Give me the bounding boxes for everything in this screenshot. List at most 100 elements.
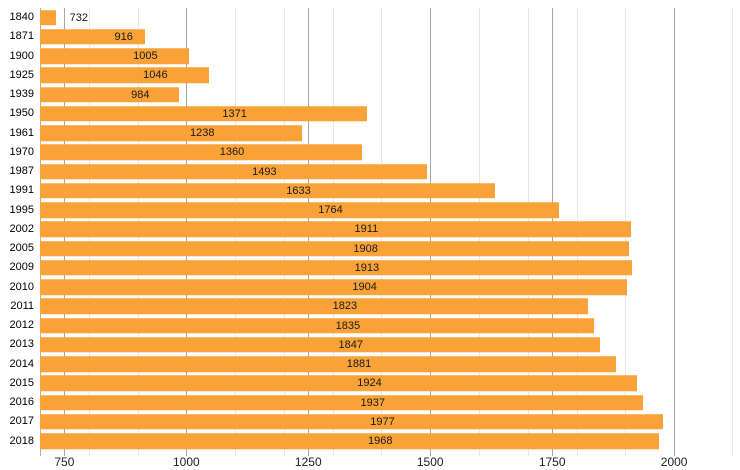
value-label: 984 xyxy=(131,88,150,101)
year-label: 1925 xyxy=(9,68,34,81)
bar-row: 2005 1908 xyxy=(0,239,740,258)
bar xyxy=(40,48,189,64)
bar xyxy=(40,106,368,122)
x-axis-tick-label: 1250 xyxy=(294,455,322,469)
bar-row: 2017 1977 xyxy=(0,412,740,431)
bar-track: 1908 xyxy=(40,239,740,258)
bar-track: 1005 xyxy=(40,47,740,66)
value-label: 732 xyxy=(69,11,88,24)
value-label: 1977 xyxy=(370,415,395,428)
year-label: 1995 xyxy=(9,203,34,216)
bar-row: 1840 732 xyxy=(0,8,740,27)
year-label: 2013 xyxy=(9,338,34,351)
bar xyxy=(40,414,663,430)
bar xyxy=(40,433,659,449)
bar xyxy=(40,29,146,45)
bar xyxy=(40,279,628,295)
bar xyxy=(40,260,632,276)
bar-row: 1987 1493 xyxy=(0,162,740,181)
year-label: 2015 xyxy=(9,376,34,389)
bar-row: 1939 984 xyxy=(0,85,740,104)
bar-row: 2014 1881 xyxy=(0,355,740,374)
bar-row: 2011 1823 xyxy=(0,297,740,316)
year-label: 1991 xyxy=(9,184,34,197)
year-label: 2005 xyxy=(9,242,34,254)
bar-track: 1238 xyxy=(40,124,740,143)
bar xyxy=(40,317,594,334)
bar-track: 1360 xyxy=(40,143,740,162)
value-label: 1913 xyxy=(354,261,380,274)
value-label: 1360 xyxy=(219,146,245,159)
value-label: 1924 xyxy=(357,377,382,390)
year-label: 1961 xyxy=(9,126,34,139)
bar-row: 1900 1005 xyxy=(0,47,740,66)
bar-row: 1991 1633 xyxy=(0,181,740,200)
year-label: 2018 xyxy=(9,434,34,447)
bar-rows: 1840 732 1871 916 1900 1005 1925 1046 1939 984 195… xyxy=(0,8,740,451)
x-axis-tick-label: 2000 xyxy=(660,455,688,469)
value-label: 1847 xyxy=(338,338,363,351)
bar-row: 1970 1360 xyxy=(0,143,740,162)
bar xyxy=(40,125,303,141)
bar-track: 1937 xyxy=(40,393,740,412)
value-label: 916 xyxy=(114,30,133,43)
year-label: 2016 xyxy=(9,396,34,408)
bar-track: 1847 xyxy=(40,335,740,354)
year-label: 1900 xyxy=(9,49,34,62)
value-label: 1968 xyxy=(368,435,393,448)
value-label: 1911 xyxy=(354,223,379,236)
bar xyxy=(40,337,600,353)
value-label: 1937 xyxy=(360,396,385,409)
bar-track: 1835 xyxy=(40,316,740,335)
bar-row: 1950 1371 xyxy=(0,104,740,123)
bar xyxy=(40,9,56,26)
bar xyxy=(40,240,630,257)
value-label: 1238 xyxy=(189,127,215,140)
year-label: 1970 xyxy=(9,145,34,158)
plot-right-border xyxy=(732,8,733,456)
bar xyxy=(40,183,496,199)
bar-track: 1924 xyxy=(40,374,740,393)
bar xyxy=(40,202,560,218)
bar-row: 2009 1913 xyxy=(0,258,740,277)
year-label: 2009 xyxy=(9,261,34,274)
bar-row: 2002 1911 xyxy=(0,220,740,239)
x-axis-tick-label: 750 xyxy=(54,455,75,469)
year-label: 2014 xyxy=(9,357,34,370)
value-label: 1005 xyxy=(133,50,158,63)
bar xyxy=(40,394,644,411)
bar-row: 1961 1238 xyxy=(0,124,740,143)
year-label: 1840 xyxy=(9,11,34,23)
value-label: 1493 xyxy=(252,165,277,178)
x-axis-tick-label: 1500 xyxy=(416,455,444,469)
bar-track: 1371 xyxy=(40,104,740,123)
bar-track: 1904 xyxy=(40,278,740,297)
bar-row: 2012 1835 xyxy=(0,316,740,335)
value-label: 1633 xyxy=(286,184,311,197)
bar-row: 1925 1046 xyxy=(0,66,740,85)
bar-row: 2013 1847 xyxy=(0,335,740,354)
bar xyxy=(40,356,617,372)
x-axis-tick-label: 1000 xyxy=(172,455,200,469)
bar-row: 1995 1764 xyxy=(0,201,740,220)
bar-track: 916 xyxy=(40,27,740,46)
bar-track: 1046 xyxy=(40,66,740,85)
year-label: 2017 xyxy=(9,415,34,428)
value-label: 1908 xyxy=(353,242,378,255)
year-label: 1871 xyxy=(9,30,34,43)
bar-track: 984 xyxy=(40,85,740,104)
value-label: 1371 xyxy=(222,107,247,120)
value-label: 1881 xyxy=(346,358,372,371)
bar xyxy=(40,221,631,238)
bar xyxy=(40,86,179,103)
year-label: 1939 xyxy=(9,88,34,100)
bar xyxy=(40,163,427,180)
year-label: 2012 xyxy=(9,319,34,331)
bar-track: 1633 xyxy=(40,181,740,200)
bar-row: 2010 1904 xyxy=(0,278,740,297)
bar xyxy=(40,298,588,315)
major-gridline xyxy=(674,8,676,456)
bar-track: 1823 xyxy=(40,297,740,316)
bar-track: 1968 xyxy=(40,432,740,451)
